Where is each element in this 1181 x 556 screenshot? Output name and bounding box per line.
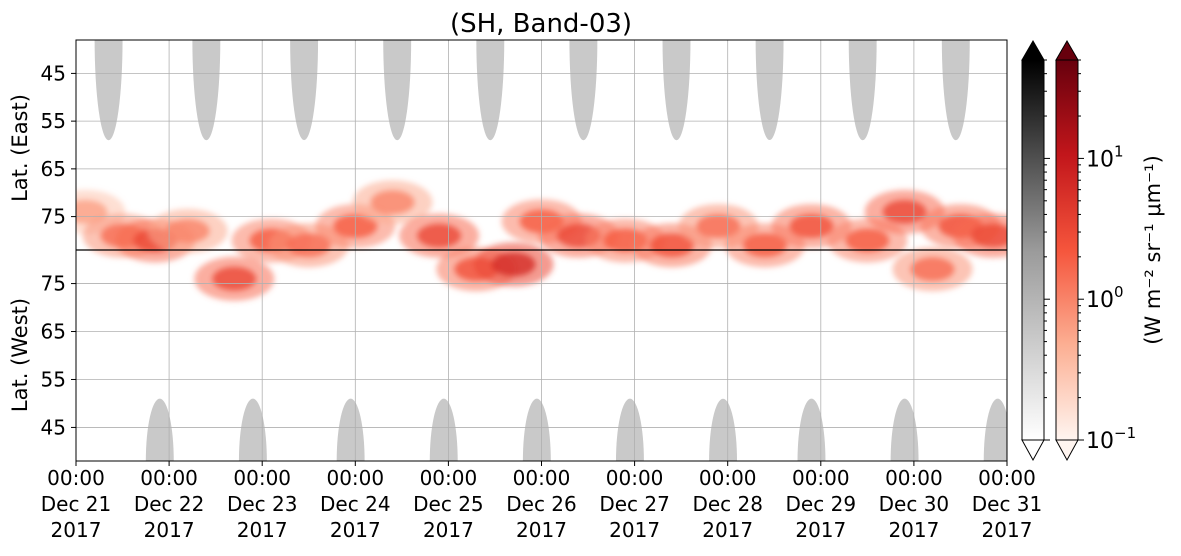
- intensity-blob-core: [971, 223, 1007, 248]
- colorbar-tick-labels: 10−1 100 101: [1086, 142, 1136, 454]
- y-tick-label-east: 65: [41, 157, 66, 181]
- intensity-blob-core: [286, 233, 331, 258]
- x-tick-label: 00:00 Dec 23 2017: [227, 466, 298, 542]
- intensity-blob-core: [491, 252, 536, 277]
- colorbar-grey-ticks: [1044, 59, 1050, 441]
- daylight-region-west: [983, 398, 1007, 461]
- intensity-blob-core: [649, 233, 694, 258]
- daylight-region-west: [429, 398, 458, 461]
- daylight-region-west: [238, 398, 267, 461]
- x-tick-label: 00:00 Dec 30 2017: [879, 466, 950, 542]
- plot-area: [75, 39, 1008, 462]
- daylight-region-east: [848, 40, 877, 141]
- chart-title: (SH, Band-03): [450, 9, 632, 39]
- x-tick-label: 00:00 Dec 28 2017: [692, 466, 763, 542]
- colorbar-grey: [1021, 40, 1050, 462]
- y-tick-label-east: 55: [41, 109, 66, 133]
- intensity-blob-core: [212, 266, 257, 291]
- grid-lines: [75, 40, 1008, 461]
- daylight-region-east: [941, 40, 970, 141]
- daylight-region-east: [192, 40, 221, 141]
- y-tick-label-west: 55: [41, 367, 66, 391]
- daylight-region-east: [476, 40, 505, 141]
- intensity-blob-core: [370, 190, 415, 215]
- colorbar-tick-label: 10−1: [1086, 424, 1136, 454]
- daylight-region-west: [336, 398, 365, 461]
- daylight-region-west: [522, 398, 551, 461]
- colorbar-red-body: [1055, 59, 1079, 441]
- colorbar-grey-extend-bottom: [1021, 439, 1045, 462]
- y-tick-label-west: 45: [41, 415, 66, 439]
- intensity-band: [76, 180, 1007, 301]
- colorbar-tick-label: 101: [1086, 142, 1124, 172]
- x-tick-label: 00:00 Dec 22 2017: [134, 466, 205, 542]
- y-label-west: Lat. (West): [8, 298, 32, 412]
- x-tick-label: 00:00 Dec 25 2017: [413, 466, 484, 542]
- intensity-blob-core: [910, 257, 955, 282]
- y-tick-label-east: 75: [41, 205, 66, 229]
- y-axis: 45 55 65 75 75 65 55 45: [41, 61, 76, 439]
- colorbar-red-extend-top: [1055, 40, 1079, 61]
- colorbar-red: [1055, 40, 1084, 462]
- daylight-region-east: [662, 40, 691, 141]
- intensity-blob-core: [882, 199, 927, 224]
- daylight-region-west: [615, 398, 644, 461]
- x-tick-label: 00:00 Dec 26 2017: [506, 466, 577, 542]
- colorbar-grey-body: [1021, 59, 1045, 441]
- y-tick-label-west: 65: [41, 320, 66, 344]
- x-tick-label: 00:00 Dec 29 2017: [786, 466, 857, 542]
- intensity-blob-core: [742, 233, 787, 258]
- colorbar-label: (W m⁻² sr⁻¹ μm⁻¹): [1141, 155, 1165, 345]
- daylight-regions: [94, 40, 1007, 461]
- x-tick-label: 00:00 Dec 27 2017: [599, 466, 670, 542]
- colorbar-red-extend-bottom: [1055, 439, 1079, 462]
- intensity-blob-core: [165, 218, 210, 243]
- y-label-east: Lat. (East): [8, 94, 32, 202]
- daylight-region-west: [145, 398, 174, 461]
- intensity-blob-core: [789, 214, 834, 239]
- intensity-blob-core: [845, 228, 890, 253]
- intensity-blob-core: [417, 223, 462, 248]
- daylight-region-east: [290, 40, 319, 141]
- daylight-region-west: [797, 398, 826, 461]
- x-tick-label: 00:00 Dec 24 2017: [320, 466, 391, 542]
- x-axis: 00:00 Dec 21 2017 00:00 Dec 22 2017 00:00 Dec 2…: [41, 461, 1043, 542]
- daylight-region-east: [569, 40, 598, 141]
- y-tick-label-east: 45: [41, 61, 66, 85]
- colorbar-grey-extend-top: [1021, 40, 1045, 61]
- daylight-region-west: [890, 398, 919, 461]
- colorbar-red-ticks: [1078, 59, 1084, 441]
- daylight-region-east: [755, 40, 784, 141]
- intensity-blob-core: [696, 214, 741, 239]
- x-tick-label: 00:00 Dec 21 2017: [41, 466, 112, 542]
- daylight-region-east: [383, 40, 412, 141]
- y-tick-label-west: 75: [41, 272, 66, 296]
- x-tick-label: 00:00 Dec 31 2017: [972, 466, 1043, 542]
- daylight-region-east: [94, 40, 123, 141]
- colorbar-tick-label: 100: [1086, 283, 1124, 313]
- daylight-region-west: [709, 398, 738, 461]
